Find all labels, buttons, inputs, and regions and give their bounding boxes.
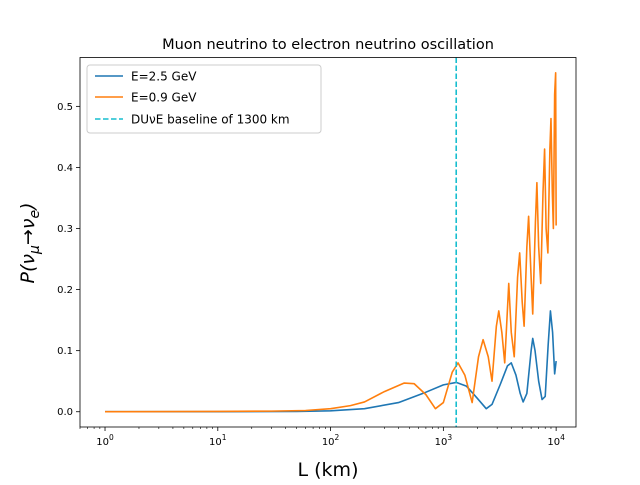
x-axis-label: L (km)	[298, 459, 359, 480]
legend: E=2.5 GeV E=0.9 GeV DUνE baseline of 130…	[86, 64, 322, 134]
y-tick-label-5: 0.5	[57, 102, 73, 113]
series-line-1	[105, 71, 557, 413]
x-axis: 100 101 102 103 104	[79, 427, 565, 448]
chart-title: Muon neutrino to electron neutrino oscil…	[162, 37, 494, 53]
plot-area	[105, 57, 557, 427]
axes-frame	[79, 57, 577, 428]
y-tick-label-3: 0.3	[57, 224, 73, 235]
series-line-0	[105, 310, 557, 413]
y-tick-label-4: 0.4	[57, 163, 73, 174]
x-tick-label-1: 101	[209, 433, 227, 448]
x-tick-label-4: 104	[547, 433, 565, 448]
y-tick-label-2: 0.2	[57, 285, 73, 296]
legend-label-series-2: DUνE baseline of 1300 km	[131, 113, 290, 127]
legend-box	[86, 64, 322, 134]
y-tick-label-1: 0.1	[57, 346, 73, 357]
x-tick-label-2: 102	[322, 433, 340, 448]
legend-label-series-1: E=0.9 GeV	[131, 91, 197, 105]
legend-label-series-0: E=2.5 GeV	[131, 70, 197, 84]
x-tick-label-0: 100	[96, 433, 114, 448]
y-axis: 0.0 0.1 0.2 0.3 0.4 0.5	[57, 102, 80, 418]
y-axis-label: P(νμ→νe)	[17, 202, 43, 283]
x-tick-label-3: 103	[435, 433, 453, 448]
y-tick-label-0: 0.0	[57, 407, 73, 418]
